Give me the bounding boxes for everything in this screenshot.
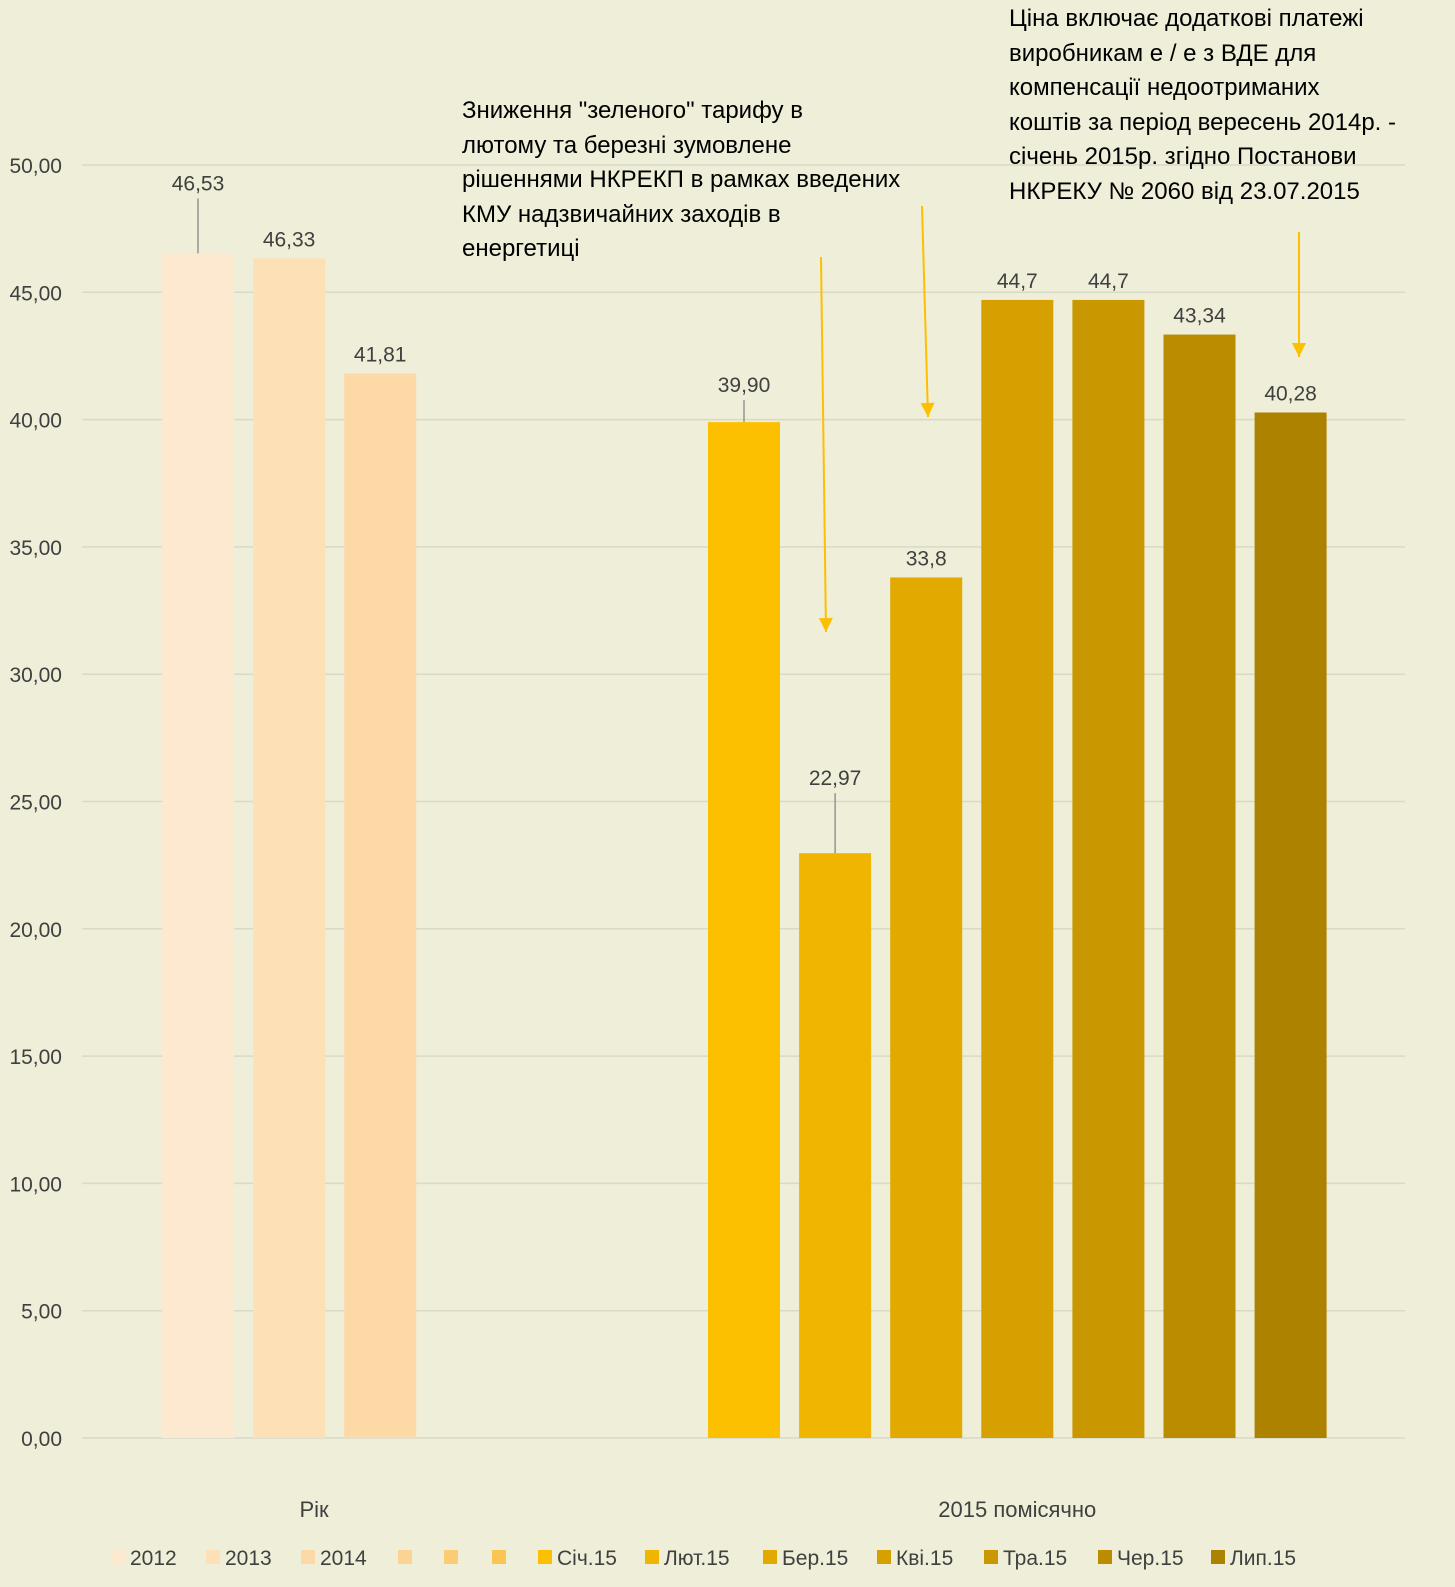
y-tick-label: 40,00	[9, 410, 62, 433]
y-tick-label: 20,00	[9, 919, 62, 942]
annotation-line: енергетиці	[462, 235, 580, 262]
data-label: 44,7	[1088, 270, 1129, 293]
y-tick-label: 5,00	[21, 1301, 62, 1324]
y-tick-label: 35,00	[9, 537, 62, 560]
bar	[799, 853, 872, 1438]
annotation-line: рішеннями НКРЕКП в рамках введених	[462, 166, 901, 193]
annotation-arrow	[820, 256, 827, 633]
y-tick-label: 45,00	[9, 282, 62, 305]
data-label: 43,34	[1173, 305, 1226, 328]
legend-label: Лют.15	[664, 1547, 730, 1570]
legend-swatch	[877, 1550, 891, 1564]
data-label: 46,33	[263, 228, 316, 251]
bar	[253, 258, 326, 1438]
y-tick-label: 10,00	[9, 1173, 62, 1196]
annotation-green-tariff: Зниження "зеленого" тарифу в лютому та б…	[462, 94, 900, 267]
annotation-line: Зниження "зеленого" тарифу в	[462, 97, 803, 124]
annotation-line: компенсації недоотриманих	[1009, 74, 1320, 101]
annotation-arrowhead	[818, 617, 833, 632]
legend-swatch	[1211, 1550, 1225, 1564]
legend-swatch	[1098, 1550, 1112, 1564]
legend-swatch	[984, 1550, 998, 1564]
bar	[344, 373, 417, 1439]
legend-swatch	[538, 1550, 552, 1564]
data-label: 44,7	[997, 270, 1038, 293]
bar	[162, 253, 234, 1439]
annotation-line: коштів за період вересень 2014р. -	[1009, 108, 1397, 136]
bar	[890, 577, 963, 1438]
legend-swatch	[301, 1550, 315, 1564]
bar	[708, 422, 780, 1438]
data-label: 33,8	[906, 547, 947, 570]
data-label: 46,53	[172, 172, 225, 195]
legend-swatch	[206, 1550, 220, 1564]
legend-label: 2012	[130, 1547, 177, 1570]
legend-label: Лип.15	[1230, 1547, 1296, 1570]
annotation-additional-payments: Ціна включає додаткові платежі виробника…	[1009, 2, 1396, 209]
y-tick-label: 30,00	[9, 664, 62, 687]
bar	[1163, 334, 1236, 1438]
data-label: 22,97	[809, 767, 862, 790]
annotation-arrowhead	[920, 402, 935, 417]
legend-label: Тра.15	[1003, 1547, 1067, 1570]
annotation-arrow	[921, 205, 929, 418]
legend-swatch	[492, 1550, 506, 1564]
annotation-line: Ціна включає додаткові платежі	[1009, 5, 1364, 32]
legend-swatch	[111, 1550, 125, 1564]
legend-label: Бер.15	[782, 1547, 848, 1570]
data-label: 39,90	[718, 374, 771, 397]
annotation-line: січень 2015р. згідно Постанови	[1009, 143, 1357, 170]
legend-label: 2013	[225, 1547, 272, 1570]
annotation-line: лютому та березні зумовлене	[462, 131, 792, 159]
bar	[1254, 412, 1327, 1438]
legend-swatch	[645, 1550, 659, 1564]
legend-label: Січ.15	[557, 1547, 617, 1570]
legend-label: 2014	[320, 1547, 367, 1570]
annotation-line: КМУ надзвичайних заходів в	[462, 200, 781, 228]
legend-swatch	[398, 1550, 412, 1564]
bar	[981, 299, 1054, 1438]
annotation-line: виробникам е / е з ВДЕ для	[1009, 39, 1317, 67]
data-label: 41,81	[354, 344, 407, 367]
legend-swatch	[444, 1550, 458, 1564]
legend-label: Чер.15	[1117, 1547, 1184, 1570]
y-tick-label: 50,00	[9, 155, 62, 178]
bar	[1072, 299, 1145, 1438]
category-label: 2015 помісячно	[938, 1497, 1096, 1522]
y-tick-label: 15,00	[9, 1046, 62, 1069]
y-tick-label: 25,00	[9, 792, 62, 815]
legend-label: Кві.15	[896, 1547, 953, 1570]
category-label: Рік	[300, 1497, 330, 1522]
annotation-line: НКРЕКУ № 2060 від 23.07.2015	[1009, 177, 1360, 205]
y-tick-label: 0,00	[21, 1428, 62, 1451]
data-label: 40,28	[1264, 382, 1317, 405]
legend-swatch	[763, 1550, 777, 1564]
annotation-arrowhead	[1292, 343, 1306, 357]
